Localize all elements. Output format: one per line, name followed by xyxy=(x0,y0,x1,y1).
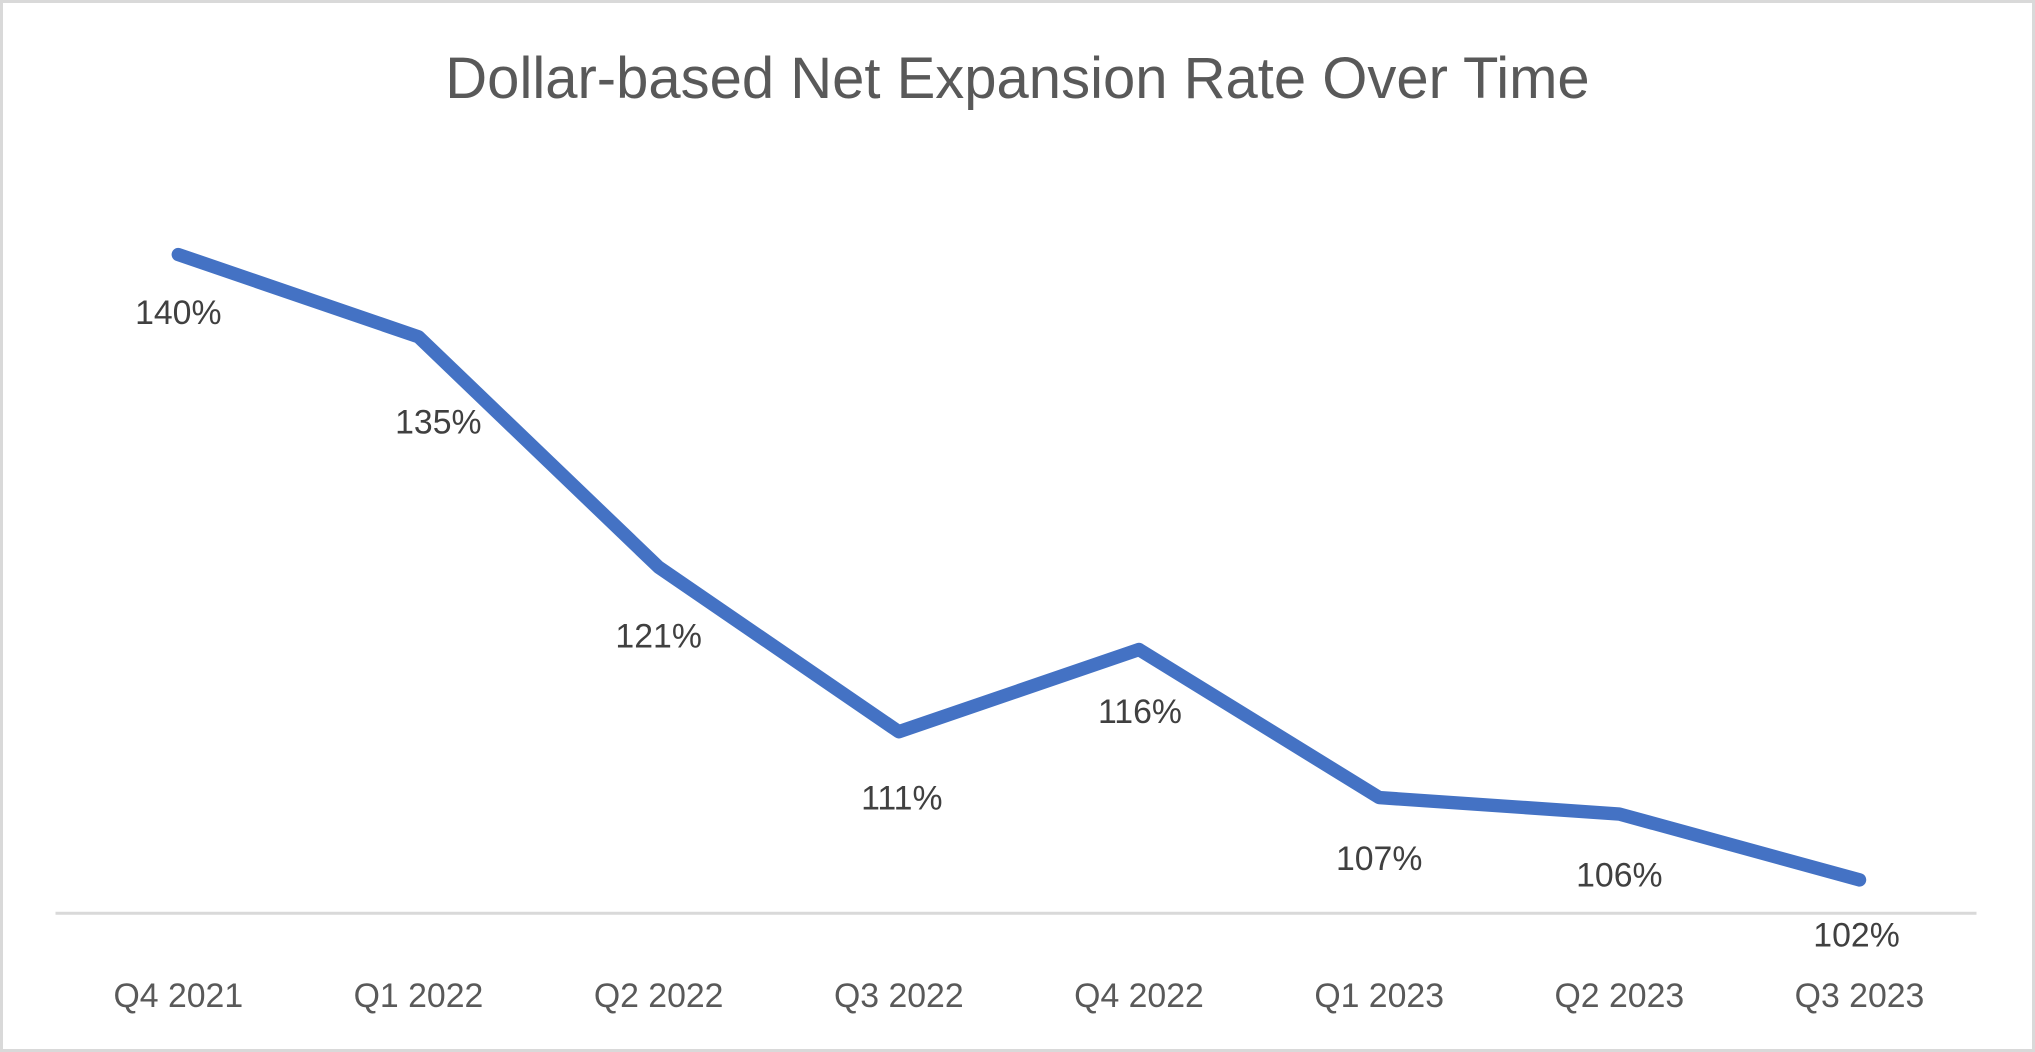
x-axis-tick-label: Q2 2022 xyxy=(594,977,724,1015)
data-label: 116% xyxy=(1098,693,1182,731)
x-axis-tick-label: Q1 2023 xyxy=(1314,977,1444,1015)
x-axis-tick-label: Q4 2022 xyxy=(1074,977,1204,1015)
data-label: 140% xyxy=(135,294,221,332)
data-label: 111% xyxy=(861,779,942,817)
x-axis-tick-label: Q3 2022 xyxy=(834,977,964,1015)
data-label: 106% xyxy=(1576,857,1662,895)
chart-title: Dollar-based Net Expansion Rate Over Tim… xyxy=(445,46,1590,111)
x-axis-tick-label: Q2 2023 xyxy=(1555,977,1685,1015)
x-axis-tick-label: Q3 2023 xyxy=(1795,977,1925,1015)
data-label: 102% xyxy=(1813,916,1899,954)
x-axis-tick-label: Q1 2022 xyxy=(354,977,484,1015)
data-label: 107% xyxy=(1336,840,1422,878)
data-label: 121% xyxy=(615,618,701,656)
x-axis-tick-labels-group: Q4 2021 Q1 2022 Q2 2022 Q3 2022 Q4 2022 Q1 20… xyxy=(113,977,1924,1015)
series-trend-line xyxy=(171,247,1867,887)
x-axis-tick-label: Q4 2021 xyxy=(113,977,243,1015)
line-chart-plot: 140% 135% 121% 111% 116% 107% 106% 102% Q4 2021… xyxy=(55,247,1977,1015)
data-label: 135% xyxy=(395,403,481,441)
data-labels-group: 140% 135% 121% 111% 116% 107% 106% 102% xyxy=(135,294,1900,954)
